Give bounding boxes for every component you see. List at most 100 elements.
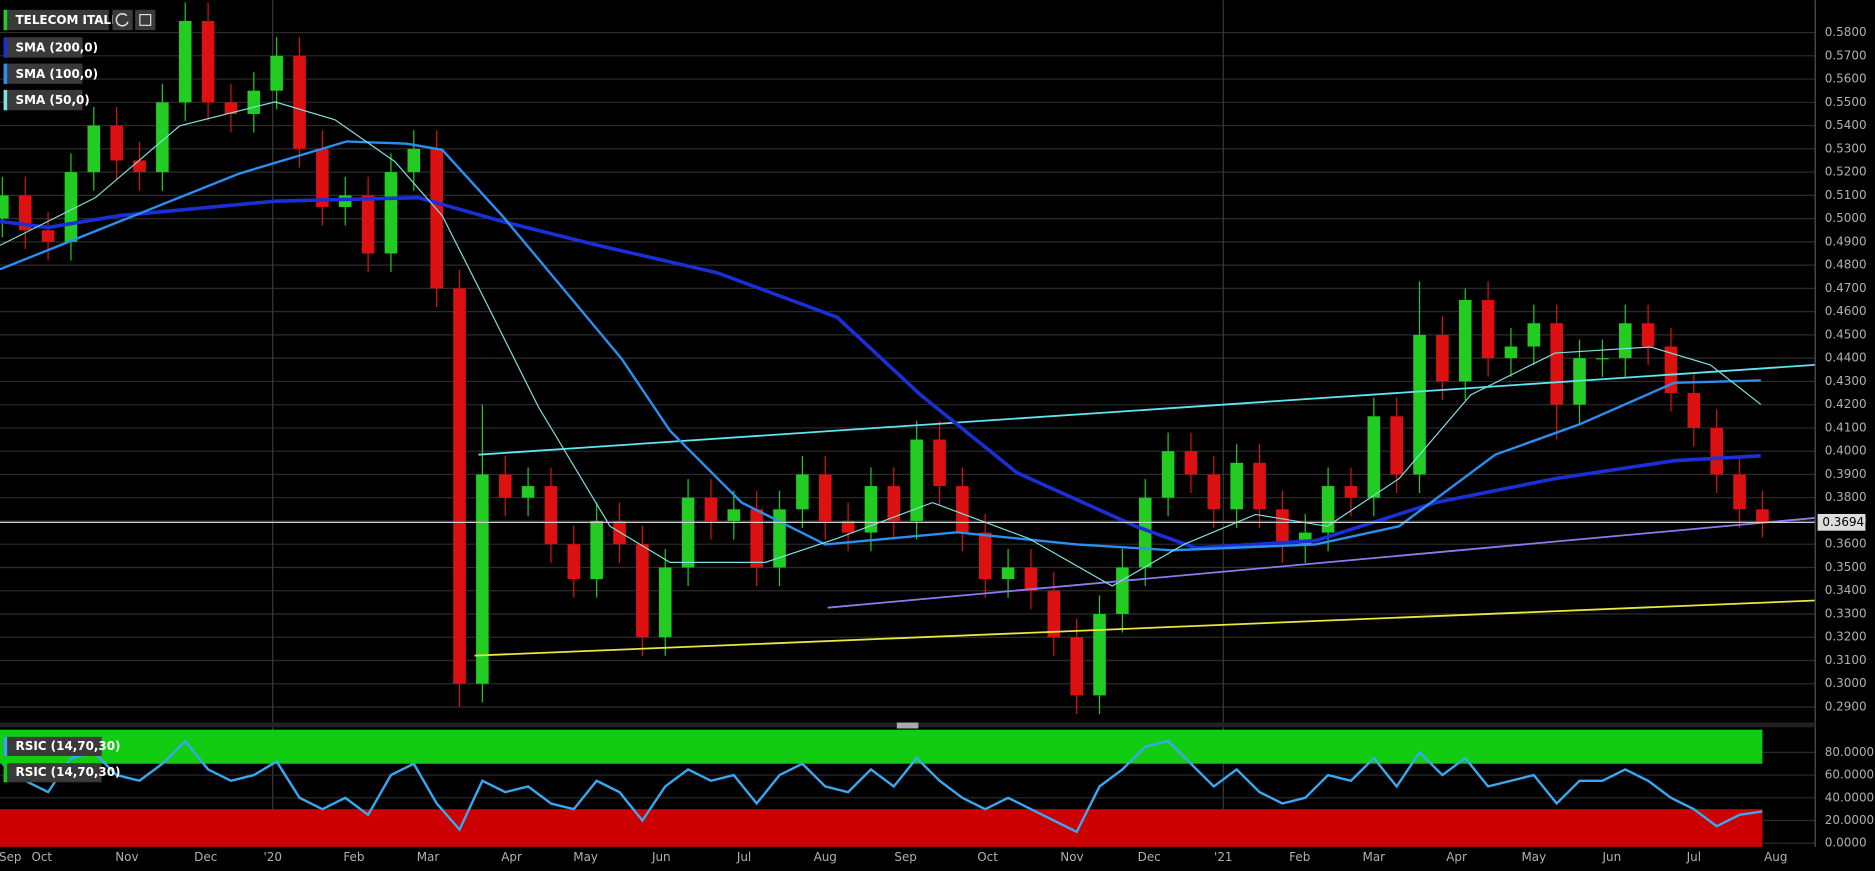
- y-tick-label: 0.5800: [1825, 25, 1867, 39]
- candle-body: [636, 544, 649, 638]
- candle-body: [316, 148, 329, 207]
- y-tick-label: 0.3000: [1825, 676, 1867, 690]
- candle-body: [864, 486, 878, 533]
- refresh-icon: [115, 13, 129, 27]
- candle-body: [247, 90, 261, 114]
- candle-body: [64, 172, 78, 242]
- y-tick-label: 0.3100: [1825, 653, 1867, 667]
- y-tick-label: 0.3600: [1825, 537, 1867, 551]
- candle-body: [1504, 346, 1518, 359]
- candle-body: [224, 102, 238, 114]
- candle-body: [841, 520, 855, 533]
- candle-body: [453, 288, 466, 684]
- legend-label: RSIC (14,70,30): [16, 739, 121, 753]
- chart-title: TELECOM ITALIA: [16, 13, 126, 27]
- settings-button[interactable]: [135, 9, 156, 31]
- x-tick-label: Mar: [417, 850, 440, 864]
- y-tick-label: 0.3800: [1825, 490, 1867, 504]
- candle-body: [1458, 300, 1472, 382]
- y-tick-label: 0.2900: [1825, 700, 1867, 714]
- candle-body: [1253, 462, 1266, 510]
- candle-body: [87, 125, 101, 173]
- candle-body: [1344, 486, 1358, 498]
- candle-body: [1001, 567, 1015, 580]
- candle-body: [1070, 637, 1083, 696]
- x-tick-label: Feb: [1289, 850, 1310, 864]
- candle-body: [201, 20, 215, 103]
- pane-handle[interactable]: [896, 722, 919, 729]
- y-tick-label: 0.4300: [1825, 374, 1867, 388]
- last-price-box: [1817, 513, 1866, 531]
- sma-line: [0, 101, 1762, 587]
- x-tick-label: Jun: [1602, 850, 1622, 864]
- x-tick-label: May: [573, 850, 598, 864]
- candle-body: [658, 567, 672, 638]
- x-tick-label: Apr: [1446, 850, 1467, 864]
- trend-line: [827, 517, 1816, 609]
- x-tick-label: Mar: [1363, 850, 1386, 864]
- candle-body: [1230, 462, 1243, 510]
- candle-body: [1710, 427, 1723, 475]
- legend-label: RSIC (14,70,30): [16, 765, 121, 779]
- y-tick-label: 0.4400: [1825, 351, 1867, 365]
- refresh-button[interactable]: [112, 9, 133, 31]
- legend-label: SMA (50,0): [16, 93, 90, 107]
- x-tick-label: Jun: [651, 850, 671, 864]
- y-tick-label: 0.0000: [1825, 836, 1867, 850]
- candle-body: [1641, 323, 1655, 347]
- candle-body: [1184, 451, 1198, 475]
- candle-body: [1093, 613, 1106, 696]
- candle-body: [1207, 474, 1221, 510]
- y-tick-label: 0.4900: [1825, 234, 1867, 248]
- candle-body: [933, 439, 946, 487]
- x-tick-label: Sep: [894, 850, 917, 864]
- candle-body: [41, 230, 55, 242]
- legend-swatch: [3, 736, 8, 756]
- last-price-label: 0.3694: [1822, 515, 1864, 529]
- candle-body: [1161, 451, 1175, 498]
- candle-body: [704, 497, 718, 521]
- candle-body: [407, 148, 421, 173]
- candle-body: [133, 160, 146, 173]
- y-tick-label: 0.5400: [1825, 118, 1867, 132]
- candle-body: [18, 195, 32, 231]
- y-tick-label: 60.0000: [1825, 768, 1874, 782]
- candle-body: [1733, 474, 1746, 510]
- x-tick-label: Oct: [31, 850, 52, 864]
- legend-box: [3, 89, 83, 111]
- y-tick-label: 0.4700: [1825, 281, 1867, 295]
- candle-body: [1047, 590, 1061, 638]
- y-tick-label: 0.3900: [1825, 467, 1867, 481]
- candle-body: [796, 474, 809, 510]
- sma-line: [0, 195, 1761, 550]
- legend: SMA (200,0) SMA (100,0) SMA (50,0) TELECOM …: [3, 9, 156, 783]
- legend-swatch: [3, 763, 8, 783]
- legend-swatch: [3, 9, 8, 31]
- candle-body: [361, 195, 375, 254]
- candle-body: [750, 509, 763, 568]
- legend-box: [3, 736, 102, 756]
- candle-body: [1024, 567, 1038, 591]
- candle-body: [430, 148, 443, 289]
- y-tick-label: 0.5700: [1825, 48, 1867, 62]
- candle-body: [110, 125, 123, 161]
- legend-swatch: [3, 63, 8, 84]
- candle-body: [1367, 416, 1381, 498]
- y-tick-label: 0.4000: [1825, 444, 1867, 458]
- candle-body: [681, 497, 695, 568]
- candle-body: [544, 486, 558, 545]
- x-tick-label: '21: [1214, 850, 1232, 864]
- x-tick-label: Oct: [977, 850, 998, 864]
- trend-line: [478, 364, 1816, 456]
- oversold-band: [0, 809, 1763, 847]
- x-tick-label: Nov: [115, 850, 138, 864]
- y-tick-label: 40.0000: [1825, 790, 1874, 804]
- candle-body: [1596, 358, 1609, 360]
- candle-body: [1321, 486, 1335, 533]
- y-tick-label: 0.4500: [1825, 327, 1867, 341]
- x-tick-label: Aug: [814, 850, 837, 864]
- x-tick-label: '20: [263, 850, 281, 864]
- x-tick-label: Aug: [1764, 850, 1787, 864]
- legend-swatch: [3, 89, 8, 111]
